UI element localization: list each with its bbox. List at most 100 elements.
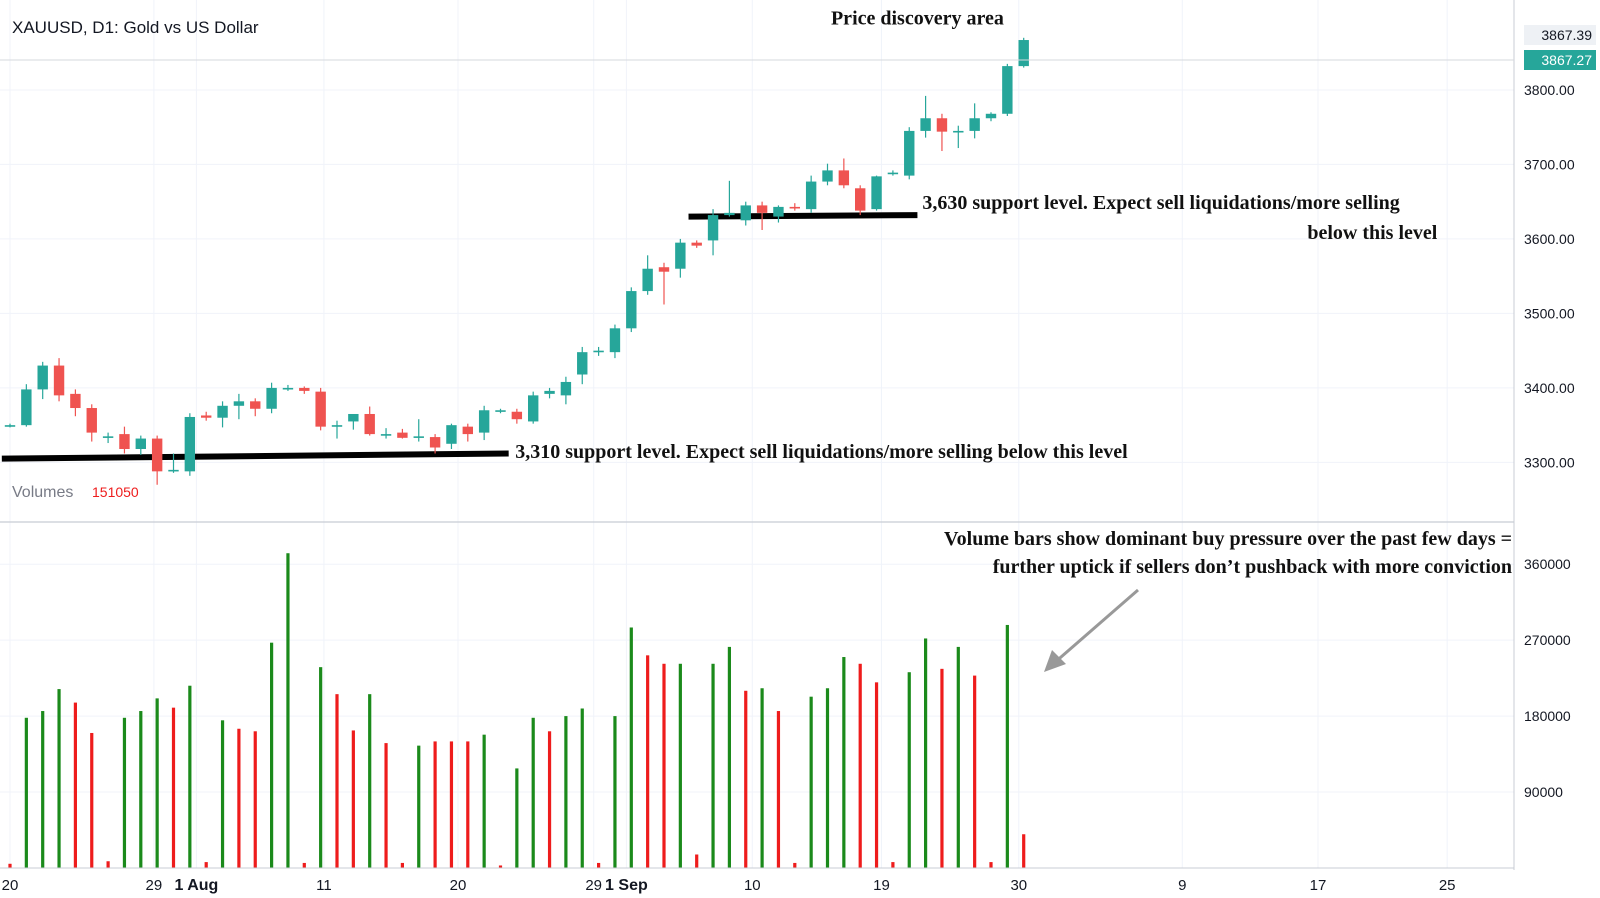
candle — [348, 413, 359, 430]
chart-annotation: Price discovery area — [831, 7, 1004, 29]
candle — [985, 112, 997, 122]
volume-annotation: Volume bars show dominant buy pressure o… — [944, 528, 1512, 550]
volume-annotation: further uptick if sellers don’t pushback… — [993, 556, 1512, 578]
candle-body — [675, 242, 686, 269]
candle-body — [855, 188, 866, 211]
candle — [331, 420, 343, 439]
time-tick-label: 17 — [1310, 877, 1327, 894]
time-tick-label: 11 — [316, 877, 332, 894]
candle-body — [348, 413, 359, 422]
candle-body — [1018, 40, 1029, 67]
grid-lines — [0, 0, 1514, 868]
candle-body — [871, 176, 882, 210]
candle — [119, 426, 130, 454]
candle — [429, 434, 441, 454]
volume-bar — [155, 698, 159, 868]
volume-tick-label: 270000 — [1524, 632, 1571, 648]
price-tick-label: 3500.00 — [1524, 305, 1575, 321]
volume-bar — [188, 685, 192, 868]
candle — [560, 376, 572, 405]
candle-body — [691, 242, 702, 246]
candle-body — [511, 411, 523, 420]
candle — [626, 287, 637, 333]
support-line — [1, 450, 509, 462]
price-label-last-high: 3867.39 — [1524, 25, 1596, 45]
candle-body — [86, 408, 97, 433]
volume-bar — [302, 862, 306, 868]
candle — [969, 103, 980, 139]
volume-bar — [204, 862, 208, 868]
candle-body — [887, 172, 899, 175]
volume-bar — [24, 717, 28, 868]
candle — [21, 384, 32, 427]
candle-body — [217, 405, 228, 418]
candle-body — [266, 387, 277, 409]
candle — [691, 240, 702, 248]
candle-body — [528, 395, 539, 422]
volume-bar — [466, 741, 470, 868]
candle — [364, 406, 375, 436]
time-tick-label: 30 — [1010, 877, 1027, 894]
candle — [478, 405, 490, 441]
candle — [756, 201, 768, 230]
candle-body — [446, 425, 457, 444]
volume-bar — [776, 711, 781, 868]
volume-bar — [613, 716, 617, 868]
candle-body — [462, 426, 473, 435]
candle-body — [397, 432, 408, 438]
volume-bar — [646, 655, 650, 868]
candle-body — [331, 425, 343, 427]
candle-body — [593, 350, 604, 353]
candle-body — [168, 469, 179, 472]
candle — [805, 175, 817, 213]
candle — [53, 358, 65, 402]
volume-bars — [8, 553, 1026, 868]
candle — [773, 205, 784, 223]
candle-body — [102, 436, 114, 438]
candle-body — [151, 438, 163, 472]
candle-body — [201, 415, 212, 418]
candle-body — [985, 113, 997, 119]
chart-annotation: 3,630 support level. Expect sell liquida… — [922, 192, 1399, 214]
candle — [904, 127, 915, 180]
volume-bar — [956, 646, 960, 868]
candle — [250, 398, 261, 417]
chart-annotation: below this level — [1307, 222, 1437, 244]
candle — [675, 238, 686, 278]
candle — [838, 158, 850, 189]
candle-body — [4, 425, 16, 427]
volume-bar — [41, 711, 45, 868]
candle-body — [936, 118, 948, 132]
candle — [413, 419, 424, 442]
volume-bar — [449, 741, 454, 868]
time-tick-label: 9 — [1178, 877, 1186, 894]
candle — [707, 209, 719, 256]
volume-bar — [270, 642, 274, 868]
candle — [37, 361, 48, 400]
volume-bar — [695, 854, 699, 868]
candle-body — [953, 130, 964, 133]
volume-tick-label: 90000 — [1524, 784, 1563, 800]
volume-bar — [597, 862, 601, 868]
candle — [86, 404, 97, 442]
candle — [822, 163, 833, 186]
volume-bar — [907, 672, 911, 868]
volumes-label: Volumes — [12, 484, 73, 501]
price-tick-label: 3800.00 — [1524, 82, 1575, 98]
volume-bar — [973, 675, 977, 868]
candle — [380, 428, 392, 439]
volume-bar — [727, 646, 731, 868]
candle-body — [560, 381, 572, 396]
candle-body — [626, 291, 637, 329]
volume-bar — [515, 768, 519, 868]
candle-body — [805, 181, 817, 210]
candle-body — [37, 365, 48, 390]
price-tick-label: 3700.00 — [1524, 156, 1575, 172]
candle — [642, 255, 653, 295]
time-tick-label: 1 Aug — [174, 877, 218, 894]
volume-bar — [417, 745, 421, 868]
volume-bar — [368, 694, 372, 868]
candle-body — [21, 389, 32, 426]
volume-bar — [940, 668, 944, 868]
